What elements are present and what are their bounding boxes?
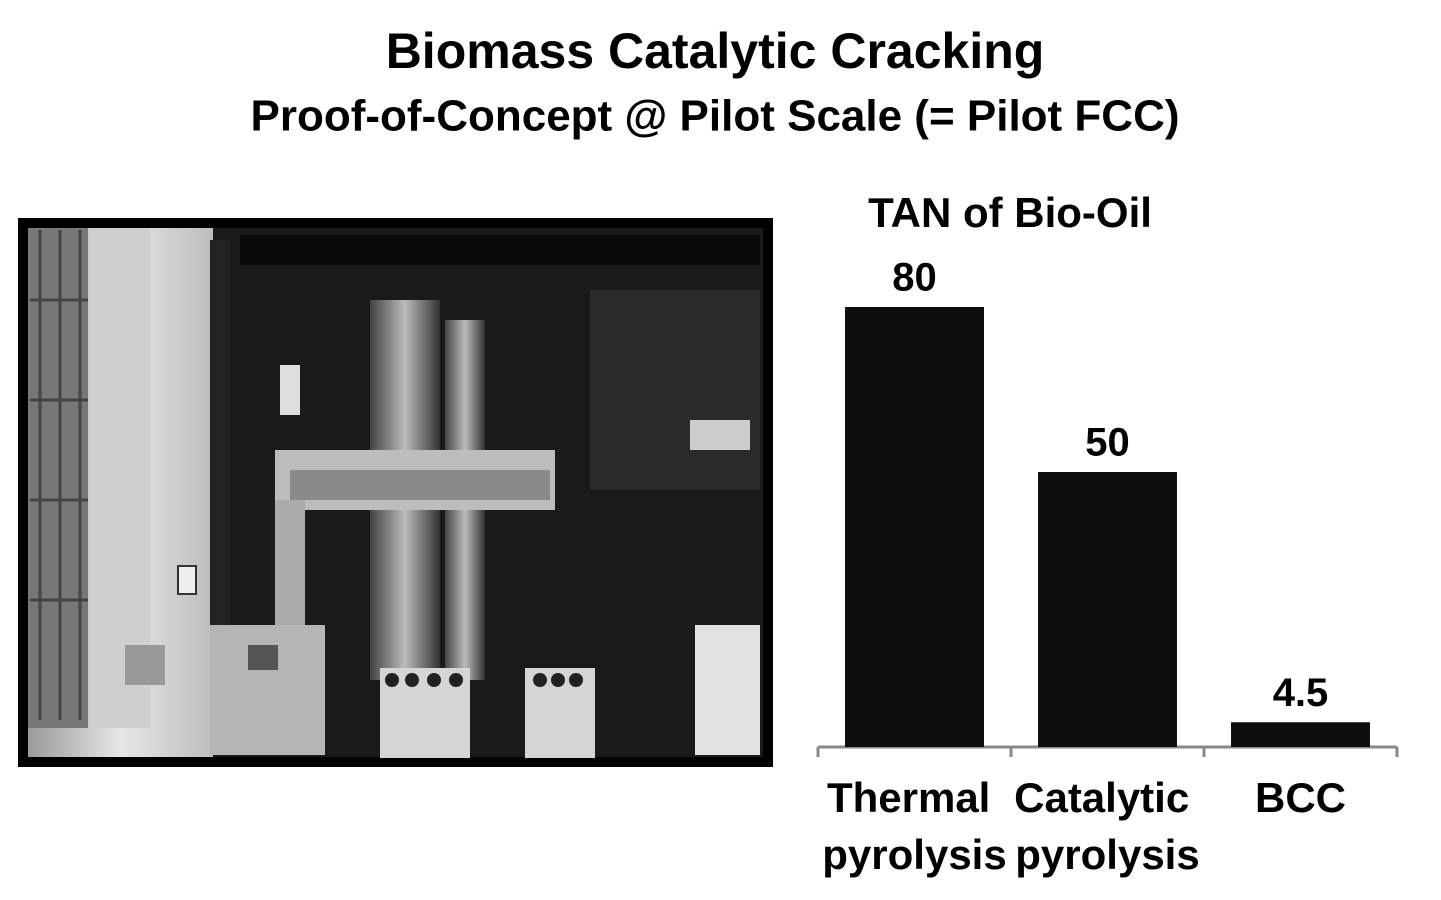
bar (1231, 722, 1370, 747)
slide-title: Biomass Catalytic Cracking (386, 23, 1045, 79)
x-tick-label: Thermal pyrolysis (822, 774, 1006, 878)
value-label: 50 (1085, 421, 1130, 465)
value-label: 80 (892, 256, 937, 300)
x-tick-label: BCC (1255, 774, 1346, 821)
chart-title: TAN of Bio-Oil (868, 189, 1152, 236)
bar (1038, 472, 1177, 747)
value-label: 4.5 (1273, 671, 1329, 715)
slide-subtitle: Proof-of-Concept @ Pilot Scale (= Pilot … (250, 92, 1179, 141)
x-tick-label: Catalytic pyrolysis (1014, 774, 1201, 878)
pilot-plant-photo (18, 218, 773, 767)
bar (845, 307, 984, 747)
